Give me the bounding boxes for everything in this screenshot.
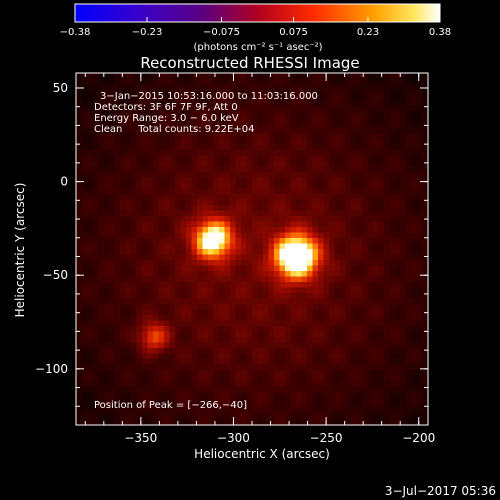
heatmap <box>75 72 429 426</box>
x-axis-label: Heliocentric X (arcsec) <box>194 447 330 461</box>
colorbar-tick-label: −0.23 <box>132 27 163 38</box>
y-axis-label: Heliocentric Y (arcsec) <box>13 183 27 318</box>
colorbar-tick-label: 0.38 <box>429 27 451 38</box>
x-tick-label: −250 <box>310 431 343 445</box>
colorbar-gradient <box>74 3 441 23</box>
annotation-clean: Clean Total counts: 9.22E+04 <box>94 124 254 135</box>
x-tick-label: −200 <box>402 431 435 445</box>
annotation-time-range: 3−Jan−2015 10:53:16.000 to 11:03:16.000 <box>100 91 318 102</box>
x-tick-label: −300 <box>217 431 250 445</box>
y-axis: 50 0 −50 −100 <box>35 81 428 407</box>
annotation-energy: Energy Range: 3.0 − 6.0 keV <box>94 113 239 124</box>
y-tick-label: 0 <box>60 175 68 189</box>
colorbar-unit-label: (photons cm⁻² s⁻¹ asec⁻²) <box>193 42 322 53</box>
y-tick-label: −100 <box>35 362 68 376</box>
colorbar-tick-label: −0.38 <box>60 27 91 38</box>
colorbar: −0.38 −0.23 −0.075 0.075 0.23 0.38 (photons c… <box>60 3 451 53</box>
y-tick-label: 50 <box>53 81 68 95</box>
annotation-detectors: Detectors: 3F 6F 7F 9F, Att 0 <box>94 102 238 113</box>
annotation-peak-position: Position of Peak = [−266,−40] <box>94 400 247 411</box>
x-tick-label: −350 <box>124 431 157 445</box>
x-axis: −350 −300 −250 −200 <box>84 73 435 445</box>
annotations: 3−Jan−2015 10:53:16.000 to 11:03:16.000 … <box>94 91 318 411</box>
footer-timestamp: 3−Jul−2017 05:36 <box>385 484 496 498</box>
colorbar-tick-label: 0.23 <box>357 27 379 38</box>
colorbar-tick-label: −0.075 <box>203 27 240 38</box>
colorbar-tick-label: 0.075 <box>279 27 308 38</box>
heatmap-image <box>76 73 428 425</box>
chart-title: Reconstructed RHESSI Image <box>140 54 359 72</box>
y-tick-label: −50 <box>43 268 68 282</box>
